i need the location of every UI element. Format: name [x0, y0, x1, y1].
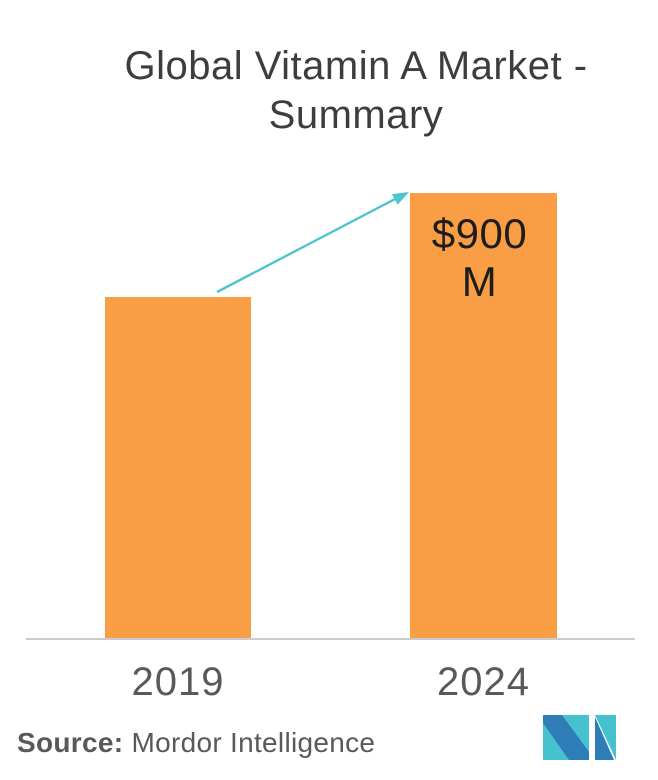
data-label-2024: $900 M — [431, 210, 528, 305]
bar-2019 — [105, 297, 251, 638]
x-axis-line — [26, 638, 635, 640]
x-tick-2024: 2024 — [437, 660, 530, 704]
x-tick-2019: 2019 — [131, 660, 225, 704]
source-text: Mordor Intelligence — [131, 727, 376, 758]
source-label: Source: — [17, 727, 124, 758]
logo-right-triangle-teal — [595, 715, 616, 760]
chart-title: Global Vitamin A Market - Summary — [27, 42, 658, 140]
mordor-intelligence-logo — [543, 715, 616, 760]
bar-2024: $900 M — [410, 193, 557, 638]
growth-arrow-line — [216, 197, 396, 294]
chart-title-line-1: Global Vitamin A Market - — [124, 44, 588, 88]
growth-arrow-icon — [216, 192, 409, 294]
logo-right-triangle-blue — [595, 717, 614, 760]
source-attribution: Source: Mordor Intelligence — [17, 727, 375, 759]
logo-left-diagonal — [543, 715, 589, 760]
growth-arrow-head — [392, 192, 409, 205]
chart-title-line-2: Summary — [268, 93, 444, 137]
